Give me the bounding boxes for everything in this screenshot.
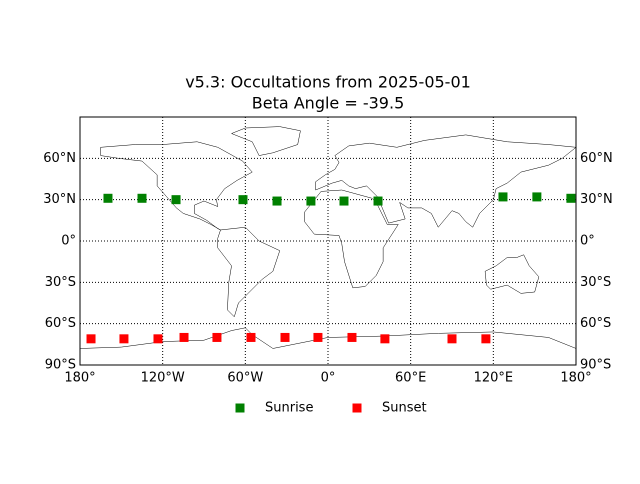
- y-tick-label: 60°N: [43, 151, 76, 166]
- legend-label: Sunset: [382, 401, 427, 416]
- marker: [347, 332, 357, 342]
- marker: [532, 192, 542, 202]
- marker: [280, 332, 290, 342]
- chart-title: v5.3: Occultations from 2025-05-01: [185, 73, 471, 92]
- marker: [238, 195, 248, 205]
- marker: [103, 193, 113, 203]
- y-tick-label-right: 60°N: [580, 151, 613, 166]
- y-tick-label: 30°N: [43, 192, 76, 207]
- y-tick-label-right: 30°N: [580, 192, 613, 207]
- y-tick-label-right: 0°: [580, 234, 595, 249]
- marker: [212, 332, 222, 342]
- marker: [373, 196, 383, 206]
- y-tick-label: 0°: [61, 234, 76, 249]
- x-tick-label: 60°E: [395, 371, 426, 386]
- y-tick-label: 90°S: [45, 358, 76, 373]
- marker: [246, 332, 256, 342]
- y-tick-label: 30°S: [45, 275, 76, 290]
- x-tick-label: 180°: [64, 371, 95, 386]
- x-tick-label: 0°: [321, 371, 336, 386]
- legend-label: Sunrise: [265, 401, 313, 416]
- marker: [447, 334, 457, 344]
- chart-subtitle: Beta Angle = -39.5: [252, 94, 405, 113]
- marker: [566, 193, 576, 203]
- marker: [137, 193, 147, 203]
- marker: [171, 195, 181, 205]
- x-tick-label: 120°W: [141, 371, 185, 386]
- plot-frame: [79, 116, 577, 366]
- x-tick-label: 60°W: [227, 371, 263, 386]
- marker: [153, 334, 163, 344]
- marker: [306, 196, 316, 206]
- marker: [339, 196, 349, 206]
- marker: [272, 196, 282, 206]
- marker: [481, 334, 491, 344]
- y-tick-label-right: 90°S: [580, 358, 611, 373]
- marker: [380, 334, 390, 344]
- marker: [313, 332, 323, 342]
- y-tick-label-right: 30°S: [580, 275, 611, 290]
- x-tick-label: 120°E: [474, 371, 514, 386]
- legend-marker: [235, 403, 245, 413]
- marker: [498, 192, 508, 202]
- x-tick-label: 180°: [560, 371, 591, 386]
- y-tick-label: 60°S: [45, 316, 76, 331]
- marker: [86, 334, 96, 344]
- legend-marker: [352, 403, 362, 413]
- coastlines: [80, 127, 576, 349]
- marker: [119, 334, 129, 344]
- marker: [179, 332, 189, 342]
- y-tick-label-right: 60°S: [580, 316, 611, 331]
